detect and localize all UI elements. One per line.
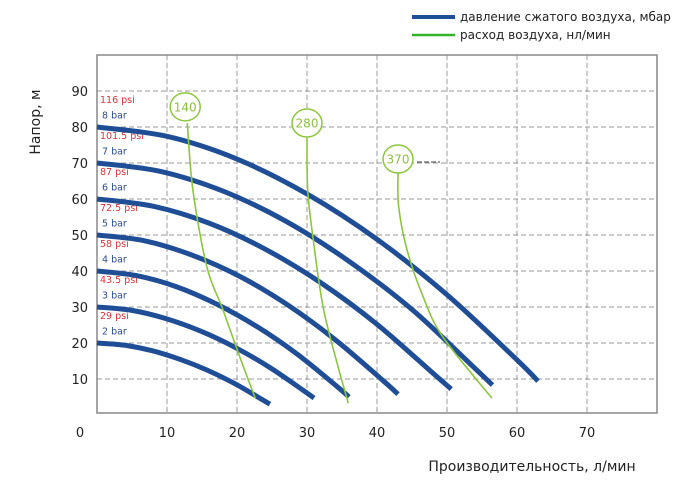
psi-label: 72.5 psi (100, 203, 138, 214)
x-tick-label: 60 (509, 426, 526, 441)
y-tick-label: 50 (71, 229, 88, 244)
y-tick-label: 20 (71, 337, 88, 352)
pressure-curve-7-bar (96, 160, 495, 387)
airflow-label-circle (291, 108, 323, 138)
airflow-label-circle (169, 92, 201, 122)
airflow-curves: 140 280 370 (169, 92, 493, 404)
airflow-label-circle (382, 144, 414, 174)
x-tick-label: 10 (159, 426, 176, 441)
pressure-curve-3-bar (96, 304, 316, 401)
airflow-curve-280 (306, 138, 350, 404)
bar-label: 6 bar (102, 182, 127, 193)
tick-labels: 0 10 20 30 40 50 60 70 10 20 30 40 50 60 70 80 90 (71, 85, 595, 441)
bar-label: 4 bar (102, 254, 127, 265)
pressure-labels: 116 psi 8 bar 101.5 psi 7 bar 87 psi 6 bar 72.… (100, 95, 144, 337)
y-tick-label: 60 (71, 193, 88, 208)
grid (97, 55, 657, 413)
legend-label-pressure: давление сжатого воздуха, мбар (460, 10, 671, 24)
y-tick-label: 90 (71, 85, 88, 100)
psi-label: 101.5 psi (100, 131, 144, 142)
pressure-curve-2-bar (96, 340, 272, 407)
x-tick-label: 30 (299, 426, 316, 441)
psi-label: 58 psi (100, 239, 129, 250)
x-tick-label: 50 (439, 426, 456, 441)
psi-label: 43.5 psi (100, 275, 138, 286)
x-axis-title: Производительность, л/мин (428, 459, 635, 475)
bar-label: 7 bar (102, 146, 127, 157)
y-tick-label: 30 (71, 301, 88, 316)
x-tick-label: 20 (229, 426, 246, 441)
airflow-label: 280 (296, 117, 319, 131)
y-tick-label: 80 (71, 121, 88, 136)
pressure-curves (96, 124, 540, 407)
legend-label-airflow: расход воздуха, нл/мин (460, 28, 611, 42)
x-tick-label: 40 (369, 426, 386, 441)
y-tick-label: 10 (71, 373, 88, 388)
bar-label: 5 bar (102, 218, 127, 229)
plot-area-border (96, 54, 658, 414)
pressure-curve-5-bar (96, 232, 400, 396)
airflow-curve-140 (186, 122, 256, 399)
legend: давление сжатого воздуха, мбар расход во… (412, 10, 671, 42)
airflow-label: 140 (174, 100, 197, 114)
pressure-curve-4-bar (96, 268, 351, 399)
y-tick-label: 70 (71, 157, 88, 172)
psi-label: 29 psi (100, 311, 129, 322)
airflow-curve-370 (397, 173, 493, 399)
y-axis-title: Напор, м (28, 89, 44, 154)
x-tick-label: 0 (76, 426, 84, 441)
psi-label: 116 psi (100, 95, 135, 106)
bar-label: 8 bar (102, 110, 127, 121)
pressure-curve-6-bar (96, 196, 453, 391)
airflow-label: 370 (387, 153, 410, 167)
pressure-curve-8-bar (96, 124, 540, 383)
bar-label: 2 bar (102, 326, 127, 337)
psi-label: 87 psi (100, 167, 129, 178)
y-tick-label: 40 (71, 265, 88, 280)
x-tick-label: 70 (579, 426, 596, 441)
bar-label: 3 bar (102, 290, 127, 301)
